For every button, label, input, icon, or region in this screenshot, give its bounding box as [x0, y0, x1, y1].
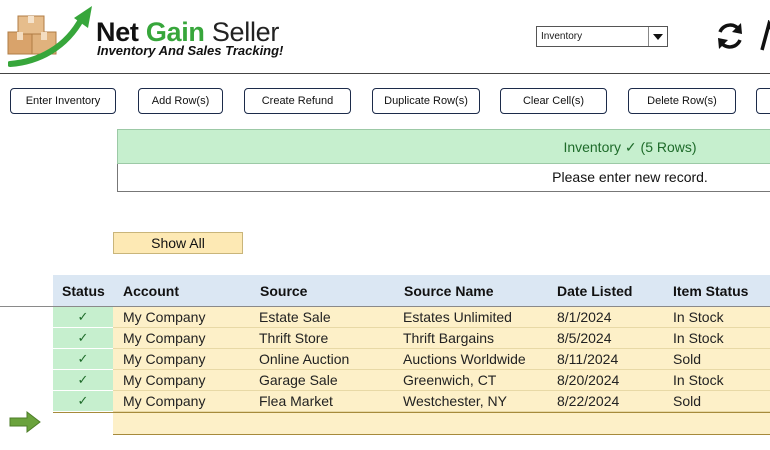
show-all-button[interactable]: Show All [113, 232, 243, 254]
table-row[interactable]: ✓ My Company Garage Sale Greenwich, CT 8… [53, 370, 770, 391]
chevron-down-icon[interactable] [648, 27, 667, 46]
item-status-cell[interactable]: In Stock [673, 372, 724, 388]
source-cell[interactable]: Online Auction [259, 351, 350, 367]
table-row[interactable]: ✓ My Company Thrift Store Thrift Bargain… [53, 328, 770, 349]
column-header-status[interactable]: Status [62, 283, 105, 299]
date-listed-cell[interactable]: 8/11/2024 [557, 351, 619, 367]
sheet-select-dropdown[interactable]: Inventory [536, 26, 668, 47]
table-divider [0, 306, 770, 307]
add-rows-button[interactable]: Add Row(s) [138, 88, 223, 114]
source-cell[interactable]: Thrift Store [259, 330, 329, 346]
account-cell[interactable]: My Company [123, 309, 206, 325]
right-arrow-icon [9, 410, 41, 434]
row-cells-bg [113, 307, 770, 328]
brand-word-net: Net [96, 17, 139, 47]
status-check-cell[interactable]: ✓ [53, 349, 113, 370]
row-cells-bg [113, 349, 770, 370]
column-header-account[interactable]: Account [123, 283, 179, 299]
enter-inventory-button[interactable]: Enter Inventory [10, 88, 116, 114]
date-listed-cell[interactable]: 8/1/2024 [557, 309, 612, 325]
column-header-item-status[interactable]: Item Status [673, 283, 749, 299]
source-cell[interactable]: Estate Sale [259, 309, 331, 325]
create-refund-button[interactable]: Create Refund [244, 88, 351, 114]
date-listed-cell[interactable]: 8/22/2024 [557, 393, 620, 409]
source-name-cell[interactable]: Estates Unlimited [403, 309, 512, 325]
sheet-select-value: Inventory [541, 31, 583, 42]
column-header-source[interactable]: Source [260, 283, 308, 299]
table-row[interactable]: ✓ My Company Estate Sale Estates Unlimit… [53, 307, 770, 328]
source-name-cell[interactable]: Thrift Bargains [403, 330, 495, 346]
account-cell[interactable]: My Company [123, 393, 206, 409]
date-listed-cell[interactable]: 8/20/2024 [557, 372, 620, 388]
source-name-cell[interactable]: Westchester, NY [403, 393, 508, 409]
brand-word-seller: Seller [211, 17, 280, 47]
row-cells-bg [113, 391, 770, 412]
rising-arrow-icon [8, 6, 92, 67]
refresh-icon[interactable] [714, 20, 746, 52]
clear-cells-button[interactable]: Clear Cell(s) [500, 88, 607, 114]
partial-toolbar-icon[interactable] [760, 20, 770, 52]
duplicate-rows-button[interactable]: Duplicate Row(s) [372, 88, 480, 114]
message-banner: Please enter new record. [117, 164, 770, 192]
row-cells-bg [113, 328, 770, 349]
column-header-date-listed[interactable]: Date Listed [557, 283, 633, 299]
row-cells-bg [113, 370, 770, 391]
brand-title: Net Gain Seller [96, 17, 279, 48]
item-status-cell[interactable]: Sold [673, 351, 702, 367]
brand-word-gain: Gain [145, 17, 205, 47]
status-check-cell[interactable]: ✓ [53, 307, 113, 328]
source-cell[interactable]: Garage Sale [259, 372, 338, 388]
status-check-cell[interactable]: ✓ [53, 370, 113, 391]
table-header: Status Account Source Source Name Date L… [53, 275, 770, 307]
item-status-cell[interactable]: In Stock [673, 309, 724, 325]
partial-toolbar-button[interactable] [756, 88, 770, 114]
status-check-cell[interactable]: ✓ [53, 328, 113, 349]
table-row[interactable]: ✓ My Company Online Auction Auctions Wor… [53, 349, 770, 370]
item-status-cell[interactable]: In Stock [673, 330, 724, 346]
status-banner-text: Inventory ✓ (5 Rows) [563, 139, 697, 155]
source-cell[interactable]: Flea Market [259, 393, 333, 409]
item-status-cell[interactable]: Sold [673, 393, 702, 409]
brand-tagline: Inventory And Sales Tracking! [97, 43, 284, 58]
date-listed-cell[interactable]: 8/5/2024 [557, 330, 612, 346]
delete-rows-button[interactable]: Delete Row(s) [628, 88, 736, 114]
new-row-status-cell[interactable] [53, 412, 113, 434]
account-cell[interactable]: My Company [123, 330, 206, 346]
header-divider [0, 73, 770, 74]
new-record-row[interactable] [113, 412, 770, 435]
source-name-cell[interactable]: Greenwich, CT [403, 372, 497, 388]
account-cell[interactable]: My Company [123, 351, 206, 367]
account-cell[interactable]: My Company [123, 372, 206, 388]
column-header-source-name[interactable]: Source Name [404, 283, 494, 299]
table-row[interactable]: ✓ My Company Flea Market Westchester, NY… [53, 391, 770, 412]
message-banner-text: Please enter new record. [552, 169, 708, 185]
status-check-cell[interactable]: ✓ [53, 391, 113, 412]
status-banner: Inventory ✓ (5 Rows) [117, 129, 770, 164]
source-name-cell[interactable]: Auctions Worldwide [403, 351, 526, 367]
